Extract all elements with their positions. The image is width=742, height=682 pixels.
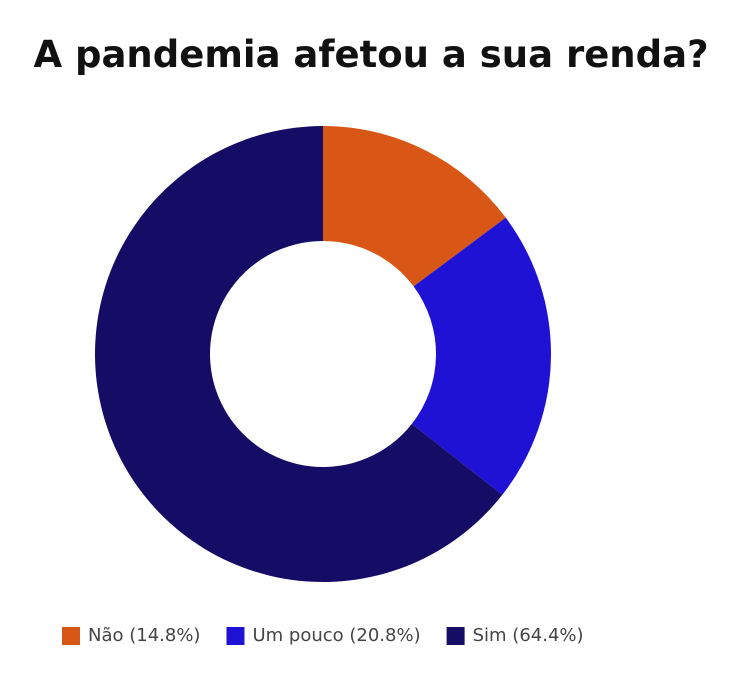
legend-swatch xyxy=(62,627,80,645)
donut-slice xyxy=(323,126,506,287)
chart-title: A pandemia afetou a sua renda? xyxy=(33,33,708,76)
legend-label: Sim (64.4%) xyxy=(473,625,584,646)
legend-swatch xyxy=(226,627,245,645)
legend-swatch xyxy=(446,627,465,645)
donut-slice xyxy=(95,126,503,583)
legend-label: Não (14.8%) xyxy=(88,625,200,646)
legend-label: Um pouco (20.8%) xyxy=(252,625,420,646)
donut-slice xyxy=(411,217,552,495)
